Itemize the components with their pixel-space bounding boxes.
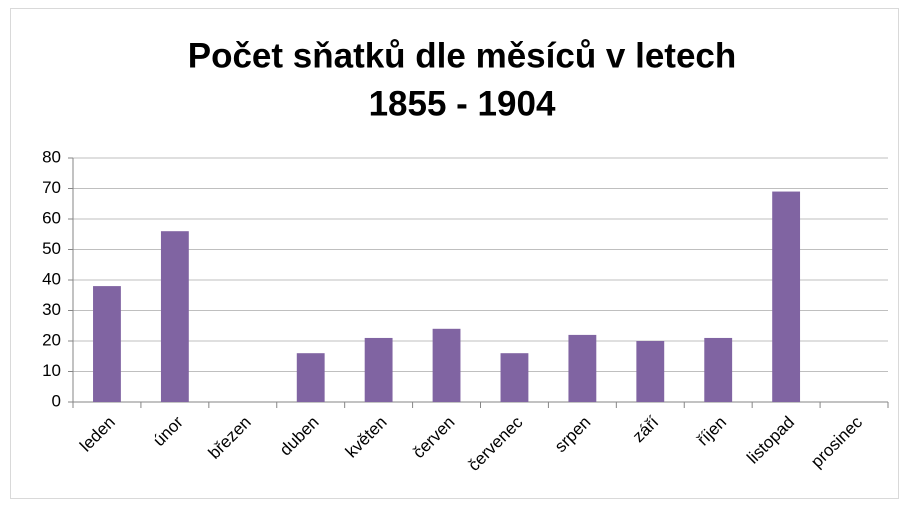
bar <box>432 328 461 402</box>
chart-title: Počet sňatků dle měsíců v letech <box>188 36 737 75</box>
bar <box>160 231 189 402</box>
y-tick-label: 60 <box>42 208 61 227</box>
bar <box>772 191 801 402</box>
y-tick-label: 30 <box>42 300 61 319</box>
y-tick-label: 80 <box>42 147 61 166</box>
y-tick-label: 0 <box>52 391 61 410</box>
chart-frame <box>10 8 899 499</box>
bar <box>364 337 393 402</box>
bar <box>93 286 121 402</box>
bar <box>500 353 529 402</box>
y-tick-label: 50 <box>42 239 61 258</box>
bar <box>568 334 597 402</box>
y-tick-label: 40 <box>42 269 61 288</box>
chart-title: 1855 - 1904 <box>369 84 556 123</box>
y-tick-label: 70 <box>42 178 61 197</box>
bar <box>636 341 665 402</box>
bar <box>704 337 733 402</box>
y-tick-label: 10 <box>42 361 61 380</box>
y-tick-label: 20 <box>42 330 61 349</box>
bar <box>296 353 325 402</box>
